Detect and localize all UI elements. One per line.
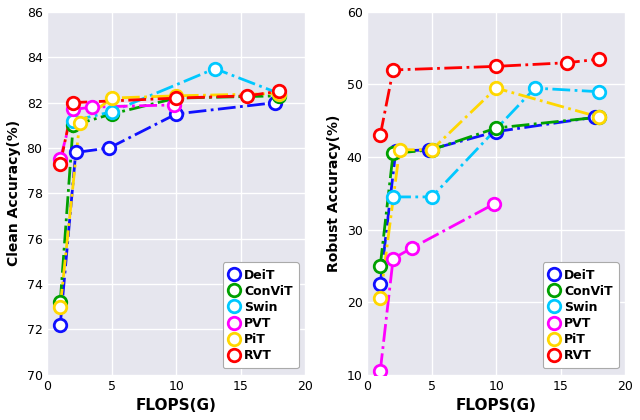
Line: PVT: PVT [54,99,180,165]
ConViT [428,147,436,152]
PiT [396,147,403,152]
RVT [563,60,571,65]
PiT [595,115,603,120]
ConViT [56,299,64,304]
PiT [172,93,180,98]
Swin [275,91,283,96]
DeiT [172,111,180,116]
RVT [69,100,77,105]
PVT [56,157,64,162]
PiT [275,91,283,96]
Line: DeiT: DeiT [374,111,602,290]
X-axis label: FLOPS(G): FLOPS(G) [136,398,217,413]
DeiT [426,147,433,152]
Legend: DeiT, ConViT, Swin, PVT, PiT, RVT: DeiT, ConViT, Swin, PVT, PiT, RVT [223,262,299,368]
ConViT [69,123,77,128]
ConViT [172,96,180,101]
PVT [376,368,384,373]
ConViT [376,263,384,268]
DeiT [492,129,500,134]
Line: ConViT: ConViT [374,111,605,272]
RVT [595,57,603,62]
PVT [69,107,77,112]
RVT [243,93,251,98]
PiT [56,304,64,309]
ConViT [595,115,603,120]
Y-axis label: Robust Accuracy(%): Robust Accuracy(%) [327,115,341,272]
DeiT [271,100,279,105]
Line: Swin: Swin [67,62,285,127]
PVT [408,245,416,250]
PiT [492,86,500,91]
Swin [69,118,77,123]
DeiT [56,322,64,327]
Y-axis label: Clean Accuracy(%): Clean Accuracy(%) [7,120,21,266]
PVT [490,202,497,207]
Line: RVT: RVT [374,53,605,142]
RVT [376,133,384,138]
RVT [275,89,283,94]
ConViT [389,151,397,156]
DeiT [591,115,599,120]
PiT [376,296,384,301]
RVT [389,68,397,73]
Line: ConViT: ConViT [54,89,285,308]
RVT [172,96,180,101]
Swin [108,109,116,114]
Line: PVT: PVT [374,198,500,377]
ConViT [492,126,500,131]
PiT [428,147,436,152]
ConViT [108,111,116,116]
Swin [211,66,219,71]
DeiT [392,149,399,154]
DeiT [376,281,384,286]
Line: Swin: Swin [387,82,605,203]
Line: DeiT: DeiT [54,96,282,331]
PVT [389,256,397,261]
DeiT [106,145,113,150]
Legend: DeiT, ConViT, Swin, PVT, PiT, RVT: DeiT, ConViT, Swin, PVT, PiT, RVT [543,262,619,368]
RVT [492,64,500,69]
X-axis label: FLOPS(G): FLOPS(G) [456,398,537,413]
Line: PiT: PiT [54,87,285,313]
Swin [428,194,436,200]
ConViT [275,93,283,98]
Line: PiT: PiT [374,82,605,305]
Swin [531,86,539,91]
Swin [595,89,603,94]
Swin [389,194,397,200]
Line: RVT: RVT [54,85,285,170]
PiT [76,121,83,126]
RVT [56,161,64,166]
DeiT [72,150,79,155]
PVT [88,105,96,110]
PVT [170,102,177,108]
PiT [108,96,116,101]
